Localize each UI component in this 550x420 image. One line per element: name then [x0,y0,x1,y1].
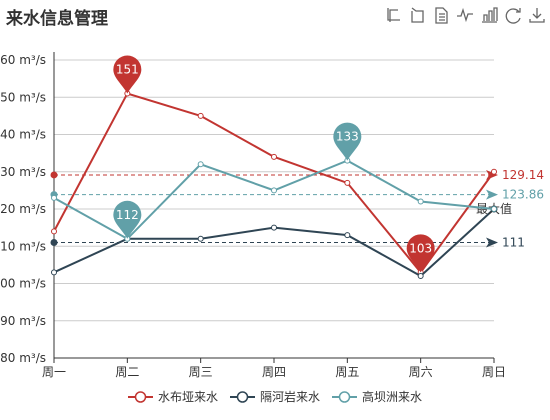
restore-icon[interactable] [504,6,522,24]
marker-pin-icon [113,200,142,239]
x-tick-label: 周五 [335,365,359,379]
data-point[interactable] [491,206,497,212]
toolbox [384,6,546,26]
line-chart-icon[interactable] [456,6,474,24]
pin-label: 112 [116,208,139,222]
data-point[interactable] [417,273,424,280]
y-tick-label: 150 m³/s [0,90,46,104]
y-tick-label: 110 m³/s [0,239,46,253]
y-tick-label: 100 m³/s [0,277,46,291]
legend-swatch-icon [229,390,255,403]
legend: 水布垭来水 隔河岩来水 高坝洲来水 [0,388,550,405]
average-label: 111 [502,236,525,250]
save-image-icon[interactable] [528,6,546,24]
data-point[interactable] [51,269,57,276]
legend-label: 高坝洲来水 [362,390,423,404]
marker-pin-icon [113,55,142,94]
data-point[interactable] [417,198,424,205]
pin-label: 133 [336,130,359,144]
legend-item[interactable]: 隔河岩来水 [229,388,320,405]
x-tick-label: 周日 [482,365,506,379]
data-point[interactable] [51,194,57,201]
zoom-reset-icon[interactable] [408,6,426,24]
x-tick-label: 周六 [409,365,433,379]
x-tick-label: 周一 [42,365,66,379]
data-point[interactable] [344,232,351,239]
bar-chart-icon[interactable] [480,6,498,24]
x-tick-label: 周二 [115,365,139,379]
chart-title: 来水信息管理 [6,9,108,29]
marker-pin-icon [333,122,362,161]
data-point[interactable] [271,224,277,231]
legend-label: 隔河岩来水 [259,390,320,404]
data-point[interactable] [491,168,497,175]
pin-label: 151 [116,63,139,77]
y-tick-label: 140 m³/s [0,128,46,142]
legend-item[interactable]: 水布垭来水 [127,388,218,405]
y-tick-label: 160 m³/s [0,53,46,67]
data-point[interactable] [197,235,204,242]
y-tick-label: 120 m³/s [0,202,46,216]
data-point[interactable] [197,112,204,119]
legend-swatch-icon [332,390,357,403]
zoom-icon[interactable] [384,6,402,24]
legend-label: 水布垭来水 [157,390,218,404]
data-point[interactable] [271,153,277,160]
x-tick-label: 周三 [189,365,213,379]
legend-swatch-icon [127,390,153,403]
data-point[interactable] [51,228,57,235]
y-tick-label: 80 m³/s [0,351,46,365]
y-tick-label: 90 m³/s [0,314,46,328]
data-point[interactable] [344,179,351,186]
average-arrow-icon [486,237,498,248]
x-tick-label: 周四 [262,365,286,379]
marker-pin-icon [406,234,435,273]
average-label: 129.14 [502,168,544,182]
legend-item[interactable]: 高坝洲来水 [332,388,422,405]
data-point[interactable] [197,161,204,168]
data-point[interactable] [271,187,277,194]
average-start-dot [50,239,58,247]
data-view-icon[interactable] [432,6,450,24]
average-label: 123.86 [502,188,544,202]
average-arrow-icon [486,189,498,200]
pin-label: 103 [409,241,432,255]
y-tick-label: 130 m³/s [0,165,46,179]
average-start-dot [50,171,58,179]
